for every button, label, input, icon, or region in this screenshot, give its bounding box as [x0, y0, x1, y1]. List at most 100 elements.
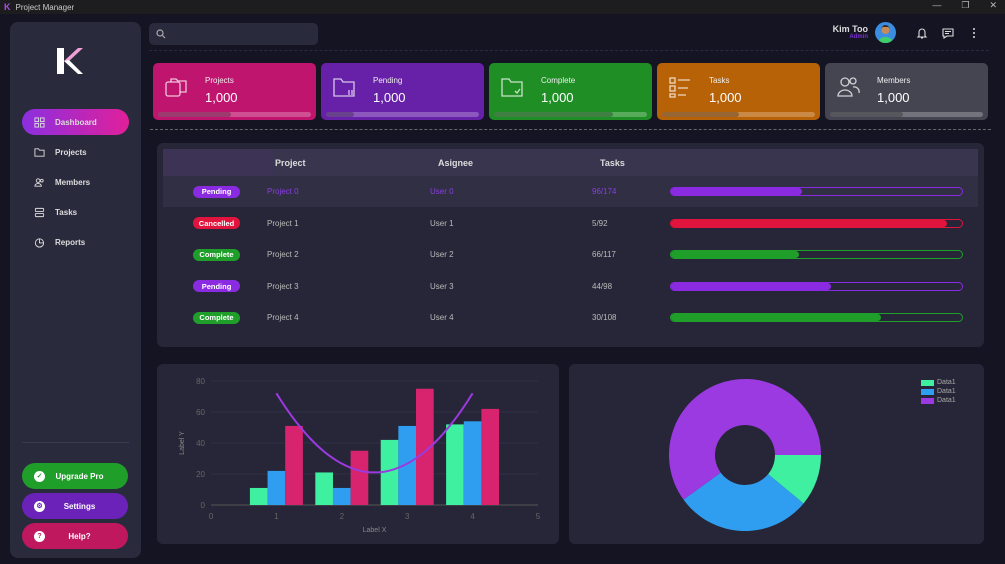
projects-icon	[165, 78, 187, 97]
sidebar-item-label: Tasks	[55, 207, 78, 217]
card-title: Tasks	[709, 76, 730, 85]
sidebar-item-label: Projects	[55, 147, 87, 157]
stat-card-projects[interactable]: Projects 1,000	[153, 63, 316, 120]
help-button[interactable]: ? Help?	[22, 523, 128, 549]
stat-card-tasks[interactable]: Tasks 1,000	[657, 63, 820, 120]
chat-icon[interactable]	[942, 27, 954, 39]
legend-label: Data1	[937, 379, 956, 386]
legend-label: Data1	[937, 397, 956, 404]
donut-chart	[669, 378, 821, 531]
stat-card-complete[interactable]: Complete 1,000	[489, 63, 652, 120]
table-row[interactable]: Pending Project 3 User 3 44/98	[163, 271, 978, 302]
table-row[interactable]: Cancelled Project 1 User 1 5/92	[163, 208, 978, 239]
donut-slice	[683, 472, 804, 531]
stat-card-members[interactable]: Members 1,000	[825, 63, 988, 120]
assignee: User 2	[430, 250, 454, 259]
pie-chart-panel: Data1 Data1 Data1	[569, 364, 984, 544]
y-tick-label: 0	[201, 501, 206, 510]
task-count: 66/117	[592, 250, 616, 259]
assignee: User 0	[430, 187, 454, 196]
project-name: Project 4	[267, 313, 299, 322]
avatar[interactable]	[875, 22, 896, 43]
sidebar-item-reports[interactable]: Reports	[22, 229, 129, 255]
close-button[interactable]: ✕	[989, 0, 997, 10]
more-icon[interactable]	[968, 27, 980, 39]
header-project: Project	[275, 157, 306, 168]
card-progress	[662, 112, 815, 117]
bar	[446, 424, 464, 505]
sidebar-item-dashboard[interactable]: Dashboard	[22, 109, 129, 135]
sidebar-item-projects[interactable]: Projects	[22, 139, 129, 165]
y-tick-label: 60	[196, 408, 205, 417]
maximize-button[interactable]: ❐	[961, 0, 970, 10]
project-name: Project 3	[267, 281, 299, 291]
sidebar-item-members[interactable]: Members	[22, 169, 129, 195]
task-progress-bar	[670, 218, 963, 228]
task-count: 44/98	[592, 281, 613, 291]
y-tick-label: 80	[196, 377, 205, 386]
button-label: Help?	[68, 531, 91, 541]
status-badge: Cancelled	[193, 217, 240, 229]
card-value: 1,000	[877, 90, 910, 105]
minimize-button[interactable]: —	[932, 0, 942, 10]
legend-item: Data1	[921, 396, 956, 405]
k-logo-icon	[57, 48, 83, 74]
status-badge: Pending	[193, 280, 240, 292]
task-count: 96/174	[592, 187, 617, 196]
user-name: Kim Too	[832, 24, 868, 34]
line-series	[275, 392, 474, 474]
settings-button[interactable]: ⚙ Settings	[22, 493, 128, 519]
user-info[interactable]: Kim Too Admin	[820, 24, 868, 40]
card-value: 1,000	[709, 90, 742, 105]
sidebar: Dashboard Projects Members Tasks Reports ✓ Up…	[10, 22, 141, 558]
bar	[380, 439, 399, 505]
window-title: Project Manager	[15, 2, 75, 12]
task-progress-bar	[670, 313, 963, 322]
projects-table: Project Asignee Tasks Pending Project 0 Us…	[157, 143, 984, 347]
pending-icon	[333, 78, 355, 97]
bar	[332, 487, 351, 505]
bar	[285, 425, 303, 505]
task-count: 5/92	[592, 218, 608, 228]
gear-icon: ⚙	[34, 500, 45, 512]
members-icon	[837, 77, 860, 97]
bar	[249, 487, 268, 505]
tasks-icon	[34, 207, 45, 217]
x-tick-label: 3	[405, 512, 410, 521]
y-tick-label: 40	[196, 439, 205, 448]
table-row[interactable]: Complete Project 4 User 4 30/108	[163, 302, 978, 333]
legend-swatch	[921, 388, 934, 395]
x-tick-label: 4	[470, 512, 475, 521]
card-progress	[326, 112, 479, 117]
bell-icon[interactable]	[916, 27, 928, 39]
header-assignee: Asignee	[438, 157, 474, 168]
table-row[interactable]: Complete Project 2 User 2 66/117	[163, 239, 978, 270]
bar	[315, 472, 333, 505]
table-row[interactable]: Pending Project 0 User 0 96/174	[163, 176, 978, 207]
card-title: Pending	[373, 76, 403, 85]
donut-slice	[768, 455, 821, 504]
x-tick-label: 2	[340, 512, 345, 521]
button-label: Upgrade Pro	[55, 471, 104, 481]
project-name: Project 0	[267, 187, 299, 196]
complete-icon	[501, 78, 523, 97]
search-input[interactable]	[149, 23, 318, 45]
user-role: Admin	[849, 34, 868, 40]
title-bar: K Project Manager — ❐ ✕	[0, 0, 1005, 14]
legend-item: Data1	[921, 387, 956, 396]
sidebar-item-label: Dashboard	[55, 117, 97, 127]
status-badge: Complete	[193, 248, 240, 261]
tasks-icon	[669, 77, 690, 98]
bar-chart: 0 20 40 60 80 0 1 2 3 4 5 Label X Label Y	[179, 377, 541, 534]
chart-legend: Data1 Data1 Data1	[921, 378, 956, 405]
upgrade-pro-button[interactable]: ✓ Upgrade Pro	[22, 463, 128, 489]
status-badge: Complete	[193, 311, 240, 324]
stat-card-pending[interactable]: Pending 1,000	[321, 63, 484, 120]
bar	[481, 408, 500, 505]
x-tick-label: 1	[274, 512, 279, 521]
task-progress-bar	[670, 281, 963, 291]
sidebar-item-tasks[interactable]: Tasks	[22, 199, 129, 225]
check-icon: ✓	[34, 470, 45, 482]
card-title: Members	[877, 76, 911, 85]
assignee: User 1	[430, 218, 454, 228]
